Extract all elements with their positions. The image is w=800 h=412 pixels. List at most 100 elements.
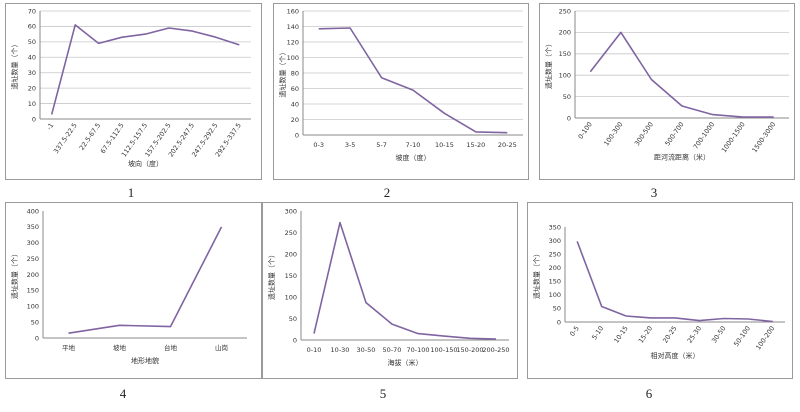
x-axis-title: 距河流距离（米） [654, 152, 710, 161]
y-tick-label: 20 [291, 116, 299, 124]
y-axis-title: 遗址数量（个） [532, 250, 541, 299]
x-tick-label: 10-15 [612, 325, 629, 345]
y-tick-label: 100 [285, 293, 297, 301]
chart-panel-2: 0 20 40 60 80 100 120 140 160 0-3 3-5 5-7 7-10 10-15 1… [273, 3, 529, 180]
x-tick-label: 22.5-67.5 [78, 122, 103, 152]
y-tick-label: 150 [559, 50, 571, 58]
y-tick-label: 150 [549, 278, 561, 286]
y-tick-label: 300 [27, 239, 39, 247]
x-axis-title: 地形地貌 [131, 356, 159, 365]
series-line [313, 221, 497, 340]
x-tick-label: 50-100 [732, 325, 752, 348]
y-tick-label: 300 [549, 237, 561, 245]
x-tick-label: 1500-3000 [750, 121, 777, 155]
x-axis-title: 坡度（度） [396, 153, 431, 162]
panel-number: 2 [383, 185, 391, 200]
chart-panel-4: 0 50 100 150 200 250 300 350 400 平地 坡地 台地 山岗 地形地貌 遗址数量… [5, 202, 262, 379]
x-tick-label: 坡地 [113, 343, 127, 352]
x-tick-label: 平地 [62, 343, 76, 352]
y-tick-label: 0 [35, 334, 39, 342]
chart-svg-3: 0 50 100 150 200 250 0-100 100-300 300-500 500-70… [544, 7, 789, 161]
x-tick-label: 200-250 [482, 346, 509, 354]
y-tick-label: 50 [31, 318, 39, 326]
panel-number: 5 [379, 386, 387, 401]
y-tick-label: 250 [559, 7, 571, 15]
x-tick-label: 山岗 [215, 343, 228, 352]
panel-number: 6 [645, 386, 653, 401]
y-tick-label: 60 [28, 23, 36, 31]
panel-number: 4 [119, 386, 127, 401]
series-line [576, 241, 773, 323]
y-tick-label: 100 [287, 54, 299, 62]
x-tick-label: 0-5 [568, 325, 581, 338]
x-axis-title: 相对高度（米） [651, 351, 700, 360]
x-tick-label: 500-700 [663, 121, 685, 148]
y-tick-label: 100 [559, 72, 571, 80]
x-tick-label: 台地 [164, 343, 178, 352]
chart-svg-5: 0 50 100 150 200 250 300 0-10 10-30 30-50 50-70 70-… [267, 207, 510, 367]
y-tick-label: 70 [28, 7, 36, 15]
chart-panel-6: 0 50 100 150 200 250 300 350 0-5 5-10 10-15 15-20 20… [527, 202, 793, 379]
x-tick-label: 20-25 [661, 325, 678, 345]
chart-svg-2: 0 20 40 60 80 100 120 140 160 0-3 3-5 5-7 7-10 10-15 1… [278, 7, 523, 162]
y-tick-label: 140 [287, 23, 299, 31]
y-tick-label: 80 [291, 69, 299, 77]
y-tick-label: 250 [285, 229, 297, 237]
y-axis-title: 遗址数量（个） [267, 251, 276, 300]
y-tick-label: 350 [549, 223, 561, 231]
y-tick-label: 40 [291, 100, 299, 108]
y-tick-label: 0 [293, 336, 297, 344]
x-tick-label: 100-300 [602, 121, 624, 148]
series-line [50, 24, 240, 115]
y-tick-label: 250 [27, 255, 39, 263]
y-tick-label: 30 [28, 69, 36, 77]
y-tick-label: 160 [287, 7, 299, 15]
y-tick-label: 150 [285, 272, 297, 280]
x-tick-label: 30-50 [710, 325, 727, 345]
y-tick-label: 100 [549, 291, 561, 299]
x-tick-label: 30-50 [357, 346, 376, 354]
x-tick-label: 0-3 [313, 141, 324, 149]
x-tick-label: 1000-1500 [720, 121, 747, 155]
x-tick-label: 300-500 [633, 121, 655, 148]
chart-svg-6: 0 50 100 150 200 250 300 350 0-5 5-10 10-15 15-20 20… [532, 223, 785, 360]
x-tick-label: -1 [45, 122, 55, 132]
x-tick-label: 0-10 [307, 346, 322, 354]
y-axis-title: 遗址数量（个） [10, 250, 19, 299]
y-tick-label: 0 [32, 115, 36, 123]
series-line [318, 27, 508, 134]
x-tick-label: 3-5 [345, 141, 356, 149]
x-tick-label: 0-100 [577, 121, 594, 141]
x-tick-label: 5-7 [376, 141, 387, 149]
x-tick-label: 150-200 [456, 346, 483, 354]
y-axis-title: 遗址数量（个） [10, 41, 19, 90]
chart-svg-1: 010203040506070-1337.5-22.522.5-67.567.5… [10, 7, 251, 168]
y-tick-label: 50 [553, 305, 561, 313]
y-tick-label: 0 [557, 318, 561, 326]
y-tick-label: 250 [549, 250, 561, 258]
x-tick-label: 100-150 [430, 346, 457, 354]
panel-number: 1 [127, 185, 135, 200]
y-tick-label: 100 [27, 303, 39, 311]
y-tick-label: 20 [28, 84, 36, 92]
y-tick-label: 400 [27, 207, 39, 215]
chart-panel-1: 0 10 20 30 40 50 60 70 -1 337.5-22.5 22.5-67.5 67.5… [5, 3, 262, 180]
y-tick-label: 50 [28, 38, 36, 46]
chart-panel-3: 0 50 100 150 200 250 0-100 100-300 300-500 500-70… [539, 3, 795, 180]
y-tick-label: 50 [289, 315, 297, 323]
x-tick-label: 700-1000 [692, 121, 717, 151]
x-tick-label: 337.5-22.5 [52, 122, 79, 156]
x-tick-label: 10-15 [435, 141, 454, 149]
y-axis-title: 遗址数量（个） [278, 49, 287, 98]
x-tick-label: 25-30 [686, 325, 703, 345]
y-tick-label: 0 [295, 131, 299, 139]
x-tick-label: 100-200 [754, 325, 776, 352]
y-tick-label: 40 [28, 54, 36, 62]
x-tick-label: 5-10 [590, 325, 605, 342]
x-tick-label: 70-100 [406, 346, 429, 354]
x-tick-label: 50-70 [383, 346, 402, 354]
y-tick-label: 200 [285, 250, 297, 258]
y-axis-title: 遗址数量（个） [544, 40, 553, 89]
y-tick-label: 60 [291, 85, 299, 93]
